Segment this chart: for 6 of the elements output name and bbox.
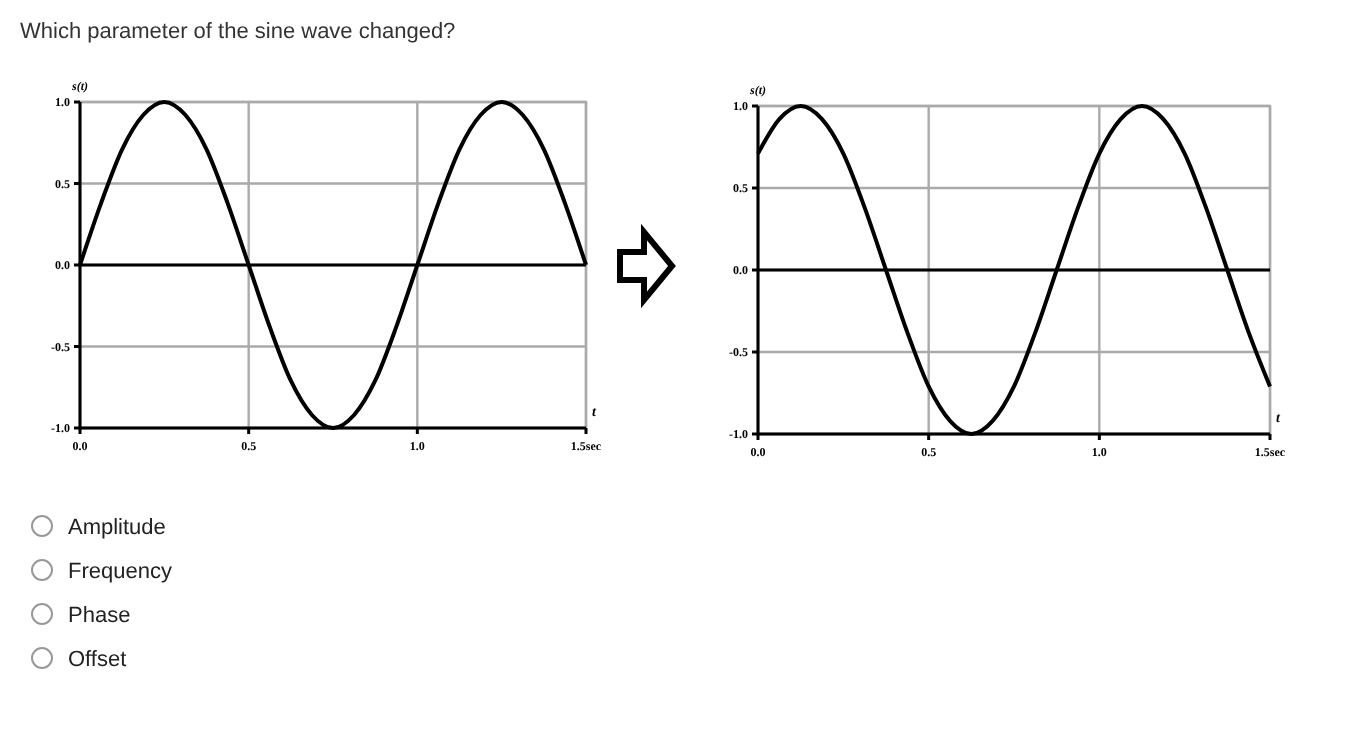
text: Which parameter of the sine wave changed? (20, 20, 456, 44)
text: Offset (68, 648, 127, 672)
line-series (756, 104, 1272, 436)
text: Phase (68, 604, 131, 628)
text: Frequency (68, 560, 173, 584)
text: Amplitude (68, 516, 166, 540)
